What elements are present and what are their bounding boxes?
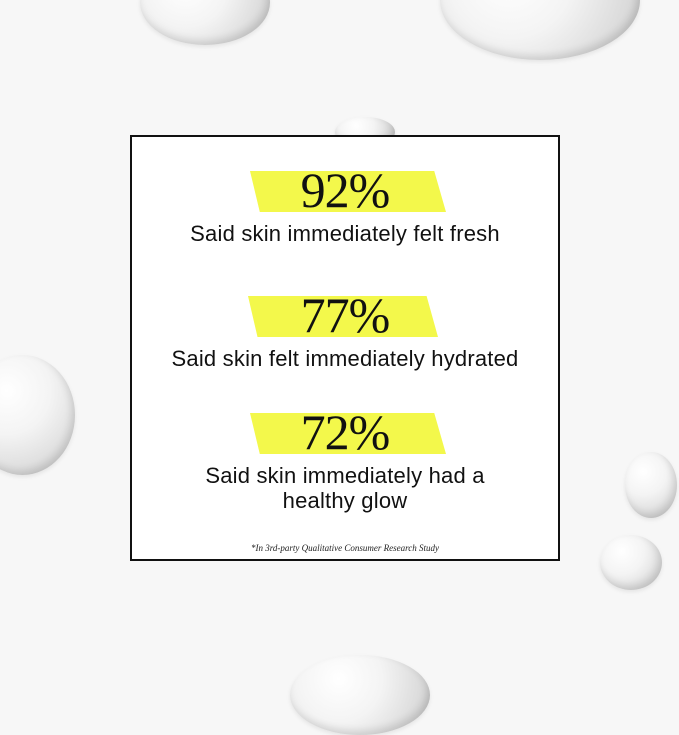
water-droplet: [0, 355, 75, 475]
stat-caption-line1: Said skin immediately had a: [205, 463, 485, 488]
footnote: *In 3rd-party Qualitative Consumer Resea…: [250, 543, 440, 553]
water-droplet: [625, 452, 677, 518]
stat-1: 92% Said skin immediately felt fresh: [132, 165, 558, 246]
stat-caption: Said skin felt immediately hydrated: [171, 346, 519, 371]
water-droplet: [440, 0, 640, 60]
highlight: [250, 413, 446, 454]
stat-percent: 92%: [300, 162, 391, 218]
highlight: [248, 296, 438, 337]
stat-percent: 72%: [300, 404, 391, 460]
water-droplet: [290, 655, 430, 735]
stat-caption: Said skin immediately felt fresh: [190, 221, 500, 246]
stats-card: 92% Said skin immediately felt fresh 77%…: [130, 135, 560, 561]
water-droplet: [600, 535, 662, 590]
stat-percent: 77%: [300, 287, 391, 343]
stat-3: 72% Said skin immediately had a healthy …: [132, 407, 558, 513]
stat-2: 77% Said skin felt immediately hydrated: [132, 290, 558, 371]
water-droplet: [140, 0, 270, 45]
stat-caption-line2: healthy glow: [282, 488, 408, 513]
highlight: [250, 171, 446, 212]
